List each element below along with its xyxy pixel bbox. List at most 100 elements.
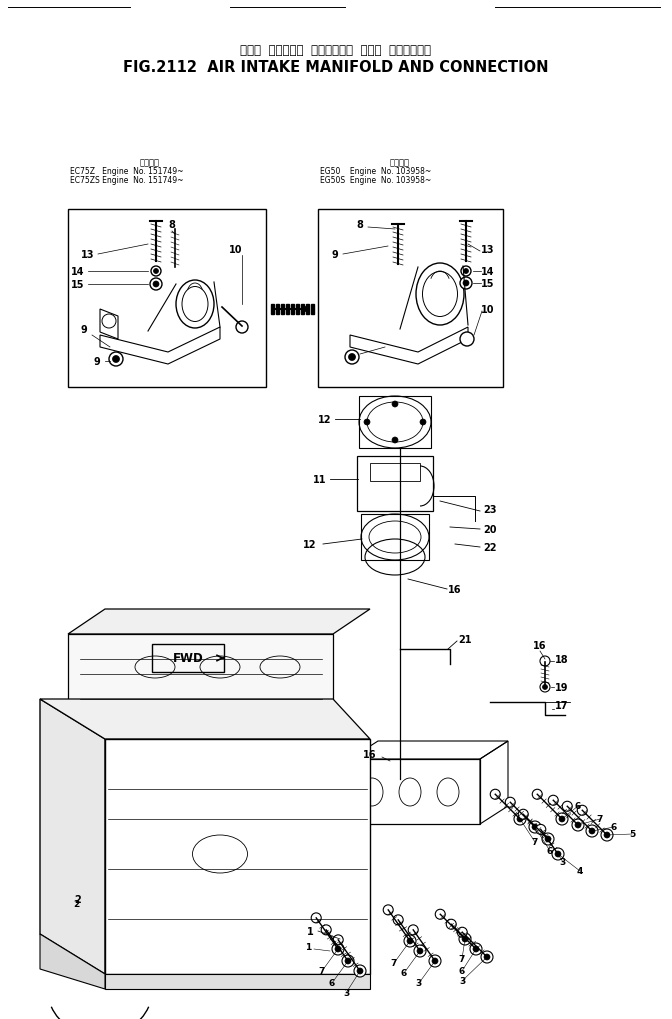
Text: 10: 10: [481, 305, 495, 315]
Text: 22: 22: [483, 542, 497, 552]
Circle shape: [601, 829, 613, 841]
Bar: [296, 305, 299, 315]
Bar: [291, 305, 294, 315]
Text: 14: 14: [481, 267, 495, 277]
Circle shape: [383, 905, 393, 915]
Circle shape: [532, 790, 542, 800]
Circle shape: [575, 822, 581, 828]
Bar: [361, 515, 429, 560]
Circle shape: [151, 267, 161, 277]
Circle shape: [457, 927, 467, 937]
Text: 1: 1: [305, 943, 311, 952]
Circle shape: [460, 278, 472, 289]
Bar: [370, 464, 420, 482]
Circle shape: [514, 813, 526, 825]
Bar: [306, 305, 309, 315]
Circle shape: [364, 420, 370, 426]
Circle shape: [459, 933, 471, 945]
Text: 10: 10: [229, 245, 243, 255]
Text: 14: 14: [71, 267, 85, 277]
Circle shape: [349, 355, 355, 361]
Circle shape: [548, 796, 558, 805]
Text: 13: 13: [481, 245, 495, 255]
Circle shape: [435, 909, 446, 919]
Bar: [301, 305, 304, 315]
Circle shape: [414, 945, 426, 957]
Bar: [276, 305, 279, 315]
Circle shape: [540, 656, 550, 666]
Text: 19: 19: [555, 683, 569, 692]
Text: EC75Z   Engine  No. 151749~: EC75Z Engine No. 151749~: [70, 167, 183, 176]
Polygon shape: [40, 699, 105, 974]
Circle shape: [311, 913, 321, 923]
Circle shape: [404, 935, 416, 947]
Text: 4: 4: [577, 866, 583, 875]
Circle shape: [481, 951, 493, 963]
Text: 23: 23: [483, 504, 497, 515]
Circle shape: [392, 437, 398, 443]
Circle shape: [505, 798, 515, 807]
Text: 16: 16: [364, 749, 377, 759]
Circle shape: [342, 955, 354, 967]
Circle shape: [417, 948, 423, 954]
Circle shape: [345, 958, 351, 964]
Circle shape: [540, 683, 550, 692]
Text: 18: 18: [555, 654, 569, 664]
Text: 6: 6: [329, 978, 335, 987]
Text: 16: 16: [534, 640, 547, 650]
Text: 20: 20: [483, 525, 497, 535]
Circle shape: [559, 816, 565, 822]
Text: 3: 3: [560, 858, 566, 866]
Polygon shape: [105, 739, 370, 974]
Polygon shape: [40, 934, 105, 989]
Polygon shape: [68, 609, 370, 635]
Polygon shape: [68, 635, 333, 709]
Text: 13: 13: [81, 250, 95, 260]
Circle shape: [536, 824, 546, 835]
Text: 7: 7: [319, 967, 325, 975]
Circle shape: [518, 809, 528, 819]
Text: エアー  インテーク  マニホールド  および  コネクション: エアー インテーク マニホールド および コネクション: [241, 44, 431, 56]
Text: 7: 7: [391, 959, 397, 968]
Text: 8: 8: [357, 220, 364, 229]
Text: 8: 8: [169, 220, 175, 229]
Circle shape: [429, 955, 441, 967]
Text: 2: 2: [75, 894, 81, 904]
Text: 16: 16: [448, 585, 462, 594]
Bar: [318, 210, 503, 387]
Text: 15: 15: [481, 279, 495, 288]
Text: 6: 6: [611, 822, 617, 832]
Text: 12: 12: [319, 415, 332, 425]
Bar: [286, 305, 289, 315]
Circle shape: [532, 824, 538, 830]
Circle shape: [153, 269, 159, 274]
Circle shape: [153, 281, 159, 287]
Text: 3: 3: [343, 988, 349, 998]
Circle shape: [529, 821, 541, 834]
Text: 6: 6: [547, 847, 553, 856]
Text: FIG.2112  AIR INTAKE MANIFOLD AND CONNECTION: FIG.2112 AIR INTAKE MANIFOLD AND CONNECT…: [123, 60, 549, 75]
Text: 9: 9: [331, 250, 339, 260]
Text: 1: 1: [306, 926, 313, 936]
Bar: [281, 305, 284, 315]
Polygon shape: [105, 974, 370, 989]
Circle shape: [333, 935, 343, 945]
Circle shape: [112, 357, 120, 363]
Circle shape: [461, 267, 471, 277]
Text: 3: 3: [459, 976, 465, 985]
Circle shape: [432, 958, 438, 964]
Circle shape: [555, 851, 561, 857]
Bar: [357, 457, 433, 512]
Circle shape: [463, 280, 469, 286]
Circle shape: [604, 833, 610, 839]
Text: 7: 7: [597, 815, 603, 823]
Circle shape: [236, 322, 248, 333]
Text: EG50S  Engine  No. 103958~: EG50S Engine No. 103958~: [320, 176, 431, 184]
Bar: [68, 210, 266, 387]
Circle shape: [542, 685, 548, 690]
Circle shape: [420, 420, 426, 426]
Circle shape: [517, 816, 523, 822]
Circle shape: [393, 915, 403, 925]
Circle shape: [572, 819, 584, 832]
Circle shape: [470, 943, 482, 955]
